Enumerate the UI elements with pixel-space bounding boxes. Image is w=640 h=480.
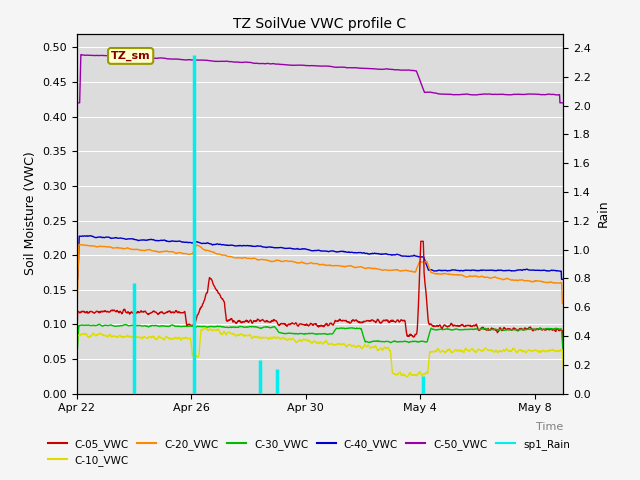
Legend: C-05_VWC, C-10_VWC, C-20_VWC, C-30_VWC, C-40_VWC, C-50_VWC, sp1_Rain: C-05_VWC, C-10_VWC, C-20_VWC, C-30_VWC, … <box>44 434 574 470</box>
Text: Time: Time <box>536 422 563 432</box>
Text: TZ_sm: TZ_sm <box>111 51 150 61</box>
Title: TZ SoilVue VWC profile C: TZ SoilVue VWC profile C <box>234 17 406 31</box>
Y-axis label: Soil Moisture (VWC): Soil Moisture (VWC) <box>24 152 36 276</box>
Y-axis label: Rain: Rain <box>596 200 609 228</box>
